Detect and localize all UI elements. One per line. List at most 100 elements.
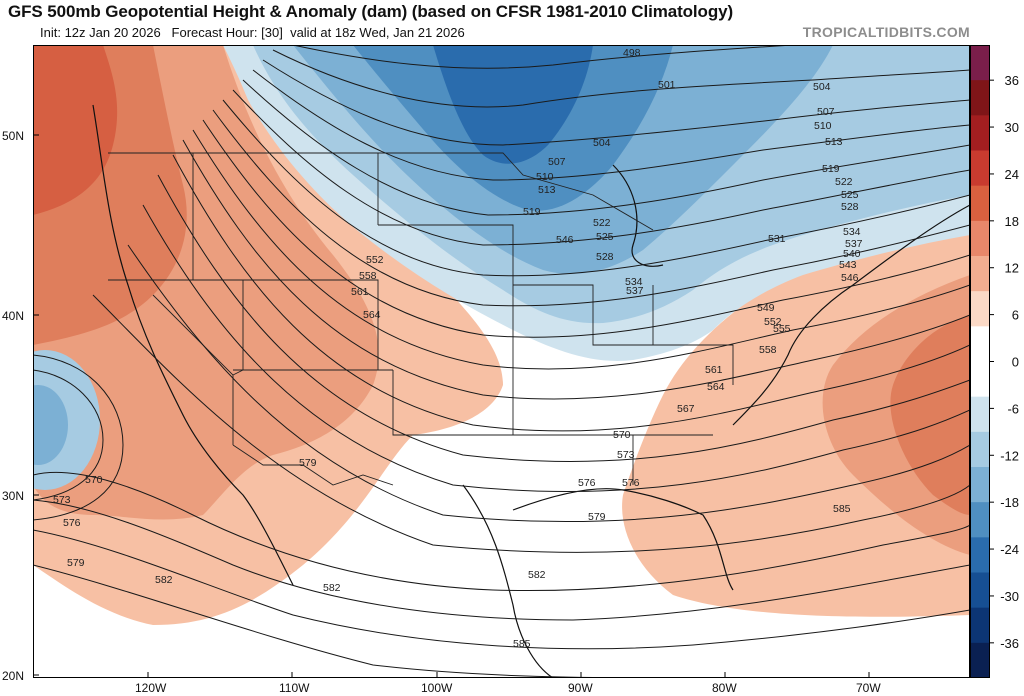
anomaly-positive-east (622, 185, 970, 617)
contour-label: 528 (596, 251, 614, 263)
colorbar-swatch (970, 150, 990, 187)
colorbar-swatch (970, 45, 990, 81)
colorbar-swatch (970, 256, 990, 292)
contour-label: 522 (835, 176, 853, 188)
contour-label: 570 (85, 474, 103, 486)
colorbar-tick-label: -30 (1000, 589, 1019, 604)
colorbar-tick-label: 12 (1005, 261, 1019, 276)
lon-label-90w: 90W (568, 681, 593, 695)
colorbar-swatch (970, 326, 990, 362)
anomaly-positive-southwest-patch (194, 352, 308, 456)
colorbar-swatch (970, 572, 990, 609)
contour-label: 552 (764, 316, 782, 328)
colorbar-swatch (970, 537, 990, 573)
colorbar-swatch (970, 115, 990, 151)
colorbar-swatch (970, 220, 990, 257)
contour-label: 549 (757, 302, 775, 314)
contour-label: 519 (523, 206, 541, 218)
contour-label: 552 (366, 254, 384, 266)
contour-label: 519 (822, 163, 840, 175)
contour-label: 573 (617, 449, 635, 461)
contour-label: 576 (622, 477, 640, 489)
colorbar-tick-label: -12 (1000, 448, 1019, 463)
colorbar-tick-label: -18 (1000, 495, 1019, 510)
contour-label: 582 (155, 574, 173, 586)
contour-label: 525 (596, 231, 614, 243)
colorbar-swatch (970, 467, 990, 503)
contour-label: 564 (707, 381, 725, 393)
contour-label: 561 (351, 286, 369, 298)
anomaly-negative-trough-center (433, 45, 593, 164)
colorbar-tick-label: 36 (1005, 73, 1019, 88)
contour-label: 573 (53, 494, 71, 506)
contour-label: 513 (825, 136, 843, 148)
contour-label: 537 (626, 285, 644, 297)
lon-label-110w: 110W (279, 681, 310, 695)
map-title: GFS 500mb Geopotential Height & Anomaly … (8, 2, 734, 21)
contour-label: 540 (843, 248, 861, 260)
lon-label-100w: 100W (421, 681, 453, 695)
colorbar-tick-label: 30 (1005, 120, 1019, 135)
contour-label: 498 (623, 47, 641, 59)
init-time: Init: 12z Jan 20 2026 (40, 25, 161, 40)
contour-label: 525 (841, 189, 859, 201)
contour-label: 585 (833, 503, 851, 515)
colorbar-swatch (970, 431, 990, 468)
contour-label: 507 (817, 106, 835, 118)
contour-label: 576 (63, 517, 81, 529)
contour-label: 582 (323, 582, 341, 594)
colorbar-tick-label: 24 (1005, 167, 1019, 182)
colorbar-swatch (970, 80, 990, 116)
contour-label: 546 (841, 272, 859, 284)
contour-label: 558 (359, 270, 377, 282)
contour-label: 558 (759, 344, 777, 356)
contour-label: 531 (768, 233, 786, 245)
colorbar-swatch (970, 185, 990, 222)
colorbar-swatch (970, 361, 990, 398)
map-subtitle: Init: 12z Jan 20 2026 Forecast Hour: [30… (40, 25, 465, 40)
contour-label: 504 (813, 81, 831, 93)
contour-label: 522 (593, 217, 611, 229)
colorbar-tick-label: -36 (1000, 636, 1019, 651)
height-contours (33, 45, 970, 678)
colorbar-swatch (970, 396, 990, 433)
contour-label: 585 (513, 638, 531, 650)
contour-label: 546 (556, 234, 574, 246)
colorbar-tick-label: -6 (1007, 401, 1019, 416)
contour-label: 555 (773, 323, 791, 335)
lat-label-20n: 20N (2, 669, 24, 683)
valid-time: valid at 18z Wed, Jan 21 2026 (290, 25, 465, 40)
contour-label: 534 (625, 276, 643, 288)
anomaly-positive-northwest-core (33, 45, 118, 215)
contour-label: 579 (299, 457, 317, 469)
contour-label: 507 (548, 156, 566, 168)
lat-label-30n: 30N (2, 489, 24, 503)
contour-label: 567 (677, 403, 695, 415)
contour-label: 576 (578, 477, 596, 489)
colorbar-swatch (970, 642, 990, 678)
lat-label-40n: 40N (2, 309, 24, 323)
contour-label: 504 (593, 137, 611, 149)
colorbar-tick-label: -24 (1000, 542, 1019, 557)
contour-label: 510 (814, 120, 832, 132)
contour-label: 582 (528, 569, 546, 581)
colorbar-swatch (970, 607, 990, 644)
colorbar-tick-label: 0 (1012, 355, 1019, 370)
contour-label: 534 (843, 226, 861, 238)
colorbar-swatch (970, 291, 990, 327)
map-frame (33, 45, 970, 678)
contour-label: 537 (845, 238, 863, 250)
colorbar-swatches (970, 45, 990, 678)
lon-label-120w: 120W (135, 681, 167, 695)
contour-label: 579 (67, 557, 85, 569)
contour-label: 501 (658, 79, 676, 91)
contour-label: 513 (538, 184, 556, 196)
colorbar-frame (970, 45, 990, 678)
contour-label: 579 (588, 511, 606, 523)
colorbar-swatch (970, 502, 990, 538)
lat-label-50n: 50N (2, 129, 24, 143)
brand-watermark: TROPICALTIDBITS.COM (802, 24, 970, 40)
